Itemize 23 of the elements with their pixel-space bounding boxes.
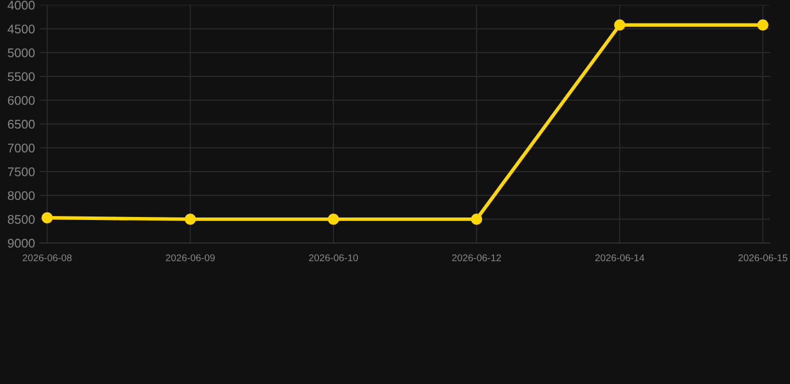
x-tick-label: 2026-06-15 — [738, 254, 788, 262]
y-tick-label: 8500 — [8, 215, 35, 224]
y-tick-label: 5000 — [8, 48, 35, 58]
point — [328, 214, 339, 225]
y-tick-label: 6000 — [8, 96, 35, 105]
y-tick-label: 4500 — [8, 24, 35, 34]
point — [614, 19, 626, 31]
point — [757, 19, 768, 31]
point — [42, 212, 53, 224]
point — [471, 214, 482, 225]
x-tick-label: 2026-06-10 — [309, 254, 358, 262]
y-tick-label: 7000 — [8, 144, 35, 152]
x-tick-label: 2026-06-09 — [166, 254, 215, 262]
x-tick-label: 2026-06-14 — [595, 254, 644, 262]
y-tick-label: 5500 — [8, 72, 35, 82]
y-tick-label: 4000 — [8, 0, 35, 10]
point — [184, 214, 196, 225]
x-tick-label: 2026-06-12 — [452, 254, 501, 262]
y-tick-label: 9000 — [8, 238, 35, 248]
y-tick-label: 8000 — [8, 191, 35, 200]
y-tick-label: 7500 — [8, 167, 35, 176]
y-tick-label: 6500 — [8, 120, 35, 129]
x-tick-label: 2026-06-08 — [22, 254, 72, 262]
